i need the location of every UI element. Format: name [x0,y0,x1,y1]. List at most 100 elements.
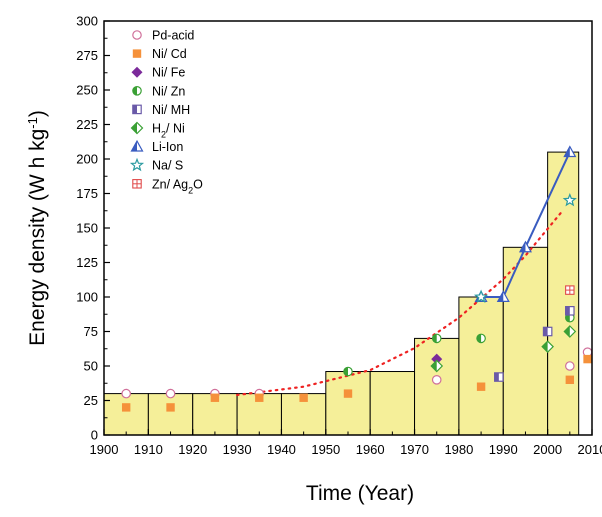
marker-s1-p5 [343,389,353,398]
marker-s5-p0 [430,359,444,373]
marker-s8-p0 [565,285,575,295]
y-tick-label-175: 175 [76,186,98,201]
y-tick-label-225: 225 [76,117,98,132]
bars-layer [103,151,580,436]
marker-s4-p1 [542,326,553,337]
legend-marker-4 [132,104,142,115]
legend-label-2: Ni/ Fe [152,66,185,80]
marker-s0-p4-shape [431,374,442,385]
x-tick-label-1980: 1980 [444,442,473,457]
legend-marker-0-shape [132,30,142,40]
trend-dotted-line [236,211,563,397]
legend-marker-5 [130,121,144,135]
legend-marker-4-fill [132,105,137,114]
bar-1950 [325,371,371,436]
marker-s0-p4 [431,374,442,385]
marker-s1-p6 [476,382,486,391]
marker-s1-p4-shape [299,393,308,402]
y-tick-label-25: 25 [84,393,98,408]
marker-s0-p1-shape [165,388,176,399]
marker-s1-p2-shape [210,393,220,402]
x-tick-label-2000: 2000 [533,442,562,457]
bar-1910 [147,393,194,436]
marker-s1-p7 [565,375,575,384]
marker-s1-p6-shape [476,382,486,391]
marker-s4-p1-fill [543,327,548,336]
marker-s6-p1-fill [497,291,504,302]
legend-marker-8 [132,179,142,189]
y-tick-label-250: 250 [76,83,98,98]
legend-marker-3 [132,86,142,96]
trend-layer [236,151,571,397]
ticks-layer: 1900 1910 1920 1930 1940 1950 1960 1970 1980 1990… [76,14,602,458]
legend-marker-0 [132,30,142,40]
marker-s1-p3 [255,393,264,402]
legend-label-3: Ni/ Zn [152,84,185,98]
legend-marker-3-fill [132,86,137,95]
legend-marker-7-shape [129,157,145,172]
marker-s4-p2 [565,306,575,316]
legend-label-0: Pd-acid [152,29,194,43]
marker-s1-p1-shape [166,403,175,412]
marker-s1-p8 [583,354,592,364]
marker-s3-p2 [476,333,486,344]
marker-s5-p1 [541,340,554,354]
bar-1990 [502,246,549,436]
legend-marker-1 [132,49,142,58]
y-tick-label-100: 100 [76,290,98,305]
legend-label-8: Zn/ Ag2O [152,177,203,195]
marker-s1-p3-shape [255,393,264,402]
marker-s1-p4 [299,393,308,402]
y-axis-title: Energy density (W h kg-1) [25,110,50,346]
legend-marker-1-shape [132,49,142,58]
legend-marker-2-shape [131,66,143,78]
markers-layer [121,145,593,412]
marker-s0-p5 [565,361,575,371]
y-axis-title-close: ) [26,110,49,117]
marker-s1-p1 [166,403,175,412]
marker-s7-p1 [562,192,577,207]
x-tick-label-1940: 1940 [267,442,296,457]
y-axis-title-sup: -1 [25,117,40,129]
y-tick-label-150: 150 [76,221,98,236]
marker-s1-p0-shape [121,403,131,412]
y-tick-label-50: 50 [84,359,98,374]
legend-label-4: Ni/ MH [152,103,190,117]
marker-s4-p0-fill [494,372,499,382]
y-tick-label-275: 275 [76,48,98,63]
marker-s5-p2 [563,325,577,338]
y-tick-label-75: 75 [84,324,98,339]
x-tick-label-1920: 1920 [178,442,207,457]
marker-s6-p3-fill [564,146,570,157]
y-tick-label-125: 125 [76,255,98,270]
marker-s6-p1 [496,290,510,302]
marker-s1-p7-shape [565,375,575,384]
marker-s0-p5-shape [565,361,575,371]
marker-s3-p1-fill [432,334,437,343]
marker-s7-p0-shape [473,289,489,304]
legend-label-5: H2/ Ni [152,122,185,140]
marker-s3-p0 [343,366,353,377]
marker-s5-p0-fill [431,360,437,372]
marker-s2-p0 [431,353,443,365]
marker-s3-p2-fill [476,334,482,343]
x-tick-label-1930: 1930 [223,442,252,457]
marker-s0-p0-shape [121,388,131,399]
legend-marker-5-fill [131,122,137,134]
bar-1980 [458,296,504,436]
marker-s1-p2 [210,393,220,402]
legend-label-6: Li-Ion [152,140,183,154]
li-ion-line [481,151,571,298]
bar-1900 [103,393,149,436]
x-tick-label-1990: 1990 [489,442,518,457]
marker-s3-p1 [431,333,442,344]
y-axis-title-main: Energy density (W h kg [26,129,49,346]
legend-marker-7 [129,157,145,172]
marker-s1-p0 [121,403,131,412]
marker-s1-p5-shape [343,389,353,398]
marker-s2-p0-shape [431,353,443,365]
marker-s0-p1 [165,388,176,399]
marker-s6-p3 [563,145,577,158]
y-tick-label-0: 0 [91,428,98,443]
